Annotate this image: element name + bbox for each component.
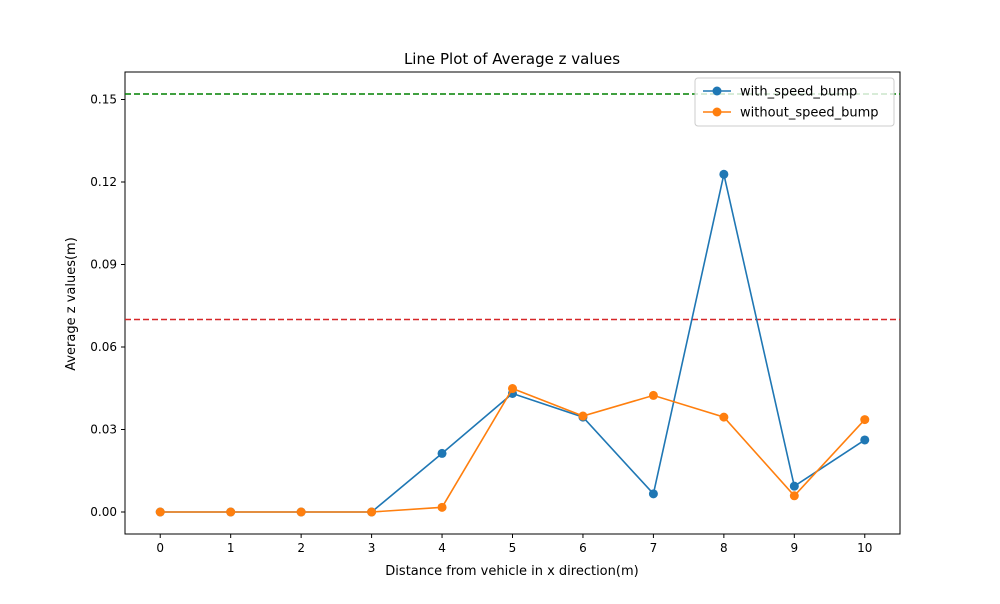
data-point-with_speed_bump <box>648 489 658 499</box>
data-point-without_speed_bump <box>860 415 870 425</box>
data-point-without_speed_bump <box>367 507 377 517</box>
data-point-without_speed_bump <box>155 507 165 517</box>
y-tick-label: 0.06 <box>90 340 117 354</box>
x-tick-label: 5 <box>509 541 517 555</box>
data-point-without_speed_bump <box>578 411 588 421</box>
legend-box <box>694 77 895 127</box>
plot-area: 0 1 2 3 4 5 6 7 8 9 10 0.00 0.03 0.06 0.09 0.12 0.15 with… <box>90 71 901 555</box>
data-point-without_speed_bump <box>648 390 658 400</box>
data-point-with_speed_bump <box>719 169 729 179</box>
data-point-without_speed_bump <box>508 384 517 394</box>
x-tick-label: 1 <box>227 541 235 555</box>
legend-label: without_speed_bump <box>740 106 879 121</box>
legend-label: with_speed_bump <box>740 85 857 100</box>
data-point-with_speed_bump <box>789 481 799 491</box>
y-tick-label: 0.15 <box>90 93 117 107</box>
x-tick-label: 7 <box>650 541 658 555</box>
y-tick-label: 0.12 <box>90 175 117 189</box>
y-axis-label: Average z values(m) <box>64 237 79 371</box>
x-tick-label: 0 <box>156 541 164 555</box>
y-tick-label: 0.00 <box>90 505 117 519</box>
chart-title: Line Plot of Average z values <box>404 50 620 68</box>
data-point-with_speed_bump <box>437 448 447 458</box>
x-tick-label: 4 <box>438 541 446 555</box>
y-tick-label: 0.03 <box>90 423 117 437</box>
x-tick-label: 3 <box>368 541 376 555</box>
x-tick-label: 9 <box>790 541 798 555</box>
x-tick-label: 2 <box>297 541 305 555</box>
data-point-without_speed_bump <box>789 491 799 501</box>
x-tick-label: 10 <box>857 541 872 555</box>
data-point-without_speed_bump <box>226 507 236 517</box>
y-tick-label: 0.09 <box>90 258 117 272</box>
x-tick-label: 6 <box>579 541 587 555</box>
data-point-without_speed_bump <box>719 412 729 422</box>
data-point-with_speed_bump <box>860 435 870 445</box>
legend-swatch-marker <box>712 107 722 117</box>
legend-swatch-marker <box>712 86 722 96</box>
x-axis-label: Distance from vehicle in x direction(m) <box>385 564 638 579</box>
data-point-without_speed_bump <box>296 507 306 517</box>
data-point-without_speed_bump <box>437 502 447 512</box>
x-tick-label: 8 <box>720 541 728 555</box>
